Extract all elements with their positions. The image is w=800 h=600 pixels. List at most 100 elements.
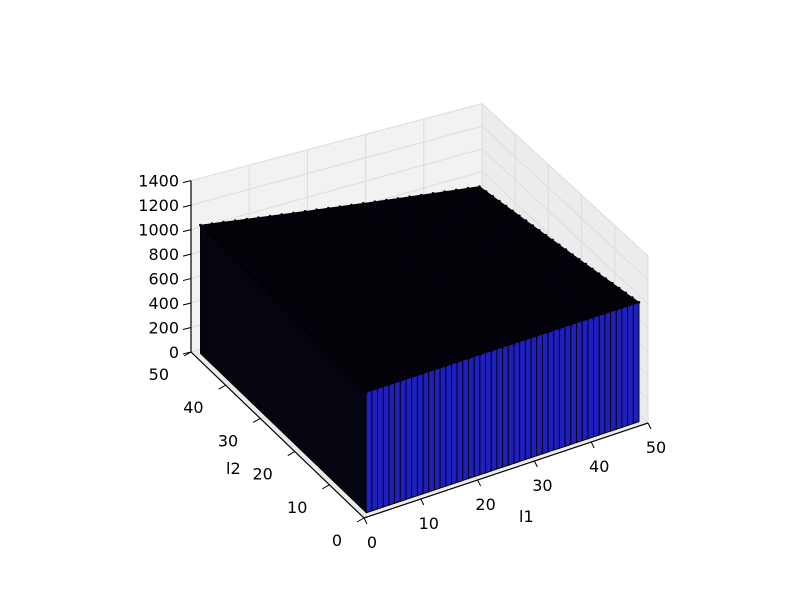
z-tick-label: 800 <box>148 245 179 264</box>
bar-top <box>410 375 414 379</box>
bar-top <box>408 278 412 281</box>
bar-top <box>328 338 331 342</box>
bar-top <box>631 296 634 299</box>
bar-top <box>440 332 443 336</box>
bar-top <box>364 346 368 349</box>
bar-top <box>444 323 448 326</box>
bar-top <box>485 233 488 237</box>
bar-top <box>238 249 241 253</box>
bar-top <box>339 294 343 297</box>
bar-top <box>377 226 380 230</box>
bar-top <box>337 278 340 282</box>
bar-top <box>555 263 558 267</box>
bar-top <box>474 284 478 288</box>
z-tick <box>182 351 192 355</box>
y-tick-label: 50 <box>149 365 169 384</box>
bar-top <box>325 322 329 325</box>
bar-top <box>518 214 521 218</box>
bar-top <box>372 234 376 238</box>
bar-top <box>637 301 641 304</box>
bar-top <box>231 242 234 246</box>
bar-top <box>546 330 550 334</box>
bar-top <box>371 310 375 314</box>
bar-top <box>374 286 377 289</box>
bar-top <box>379 240 382 244</box>
bar-top <box>503 236 507 239</box>
bar-top <box>512 342 516 345</box>
bar-top <box>367 242 371 246</box>
bar-top <box>486 201 490 205</box>
bar-top <box>328 220 332 224</box>
bar <box>621 305 629 429</box>
bar-top <box>312 230 316 233</box>
bar-top <box>558 327 561 330</box>
bar-top <box>342 232 346 236</box>
bar-top <box>448 227 452 231</box>
bar-top <box>554 298 557 302</box>
bar <box>519 338 526 463</box>
bar-top <box>396 197 400 200</box>
bar-top <box>263 261 267 264</box>
bar-top <box>338 205 342 208</box>
bar-top <box>273 244 276 247</box>
bar-top <box>450 195 453 199</box>
bar-top <box>387 383 391 387</box>
bar-top <box>405 302 409 305</box>
bar-top <box>270 229 274 232</box>
bar-top <box>513 303 516 307</box>
bar <box>627 303 634 427</box>
bar-top <box>309 253 313 256</box>
bar-top <box>357 209 360 212</box>
y-tick-label: 30 <box>218 431 238 450</box>
bar-top <box>380 376 384 380</box>
y-tick <box>218 384 226 390</box>
bar-top <box>533 319 536 323</box>
bar-top <box>408 359 411 362</box>
bar-top <box>476 298 480 302</box>
bar-top <box>479 276 483 279</box>
bar-top <box>315 208 318 211</box>
bar-top <box>380 206 383 209</box>
bar-top <box>577 258 581 261</box>
bar-top <box>540 325 543 329</box>
bar-top <box>378 277 382 281</box>
bar-top <box>305 302 308 305</box>
bar <box>445 363 452 487</box>
bar-top <box>394 266 398 270</box>
bar-top <box>453 304 457 308</box>
bar-top <box>470 210 473 214</box>
z-tick-label: 1400 <box>138 172 179 191</box>
bar-top <box>424 267 428 270</box>
bar-top <box>401 272 405 276</box>
bar-top <box>421 206 425 209</box>
bar-top <box>547 293 550 297</box>
bar-top <box>534 283 537 286</box>
chart-ticks: 0102030405001020304050020040060080010001… <box>138 172 666 552</box>
bar-top <box>368 207 372 211</box>
bar-top <box>583 297 587 300</box>
bar-top <box>528 243 531 247</box>
bar-top <box>454 267 458 271</box>
bar-top <box>449 276 453 279</box>
bar-top <box>466 230 470 234</box>
bar-top <box>487 334 491 337</box>
bar-top <box>426 361 429 365</box>
bar-top <box>252 263 255 267</box>
bar-top <box>316 299 320 303</box>
bar-top <box>493 251 497 255</box>
bar-top <box>408 195 412 198</box>
bar-top <box>417 299 421 302</box>
bar-top <box>380 292 384 296</box>
bar-top <box>460 310 464 314</box>
bar-top <box>449 354 452 358</box>
bar-top <box>524 219 528 222</box>
x-tick <box>420 498 425 506</box>
bar-top <box>219 244 223 248</box>
bar-top <box>443 235 447 238</box>
bar-top <box>388 260 391 264</box>
bar-top <box>508 312 512 315</box>
bar-top <box>328 257 331 260</box>
bar-top <box>376 387 379 390</box>
x-tick-label: 0 <box>367 533 377 552</box>
